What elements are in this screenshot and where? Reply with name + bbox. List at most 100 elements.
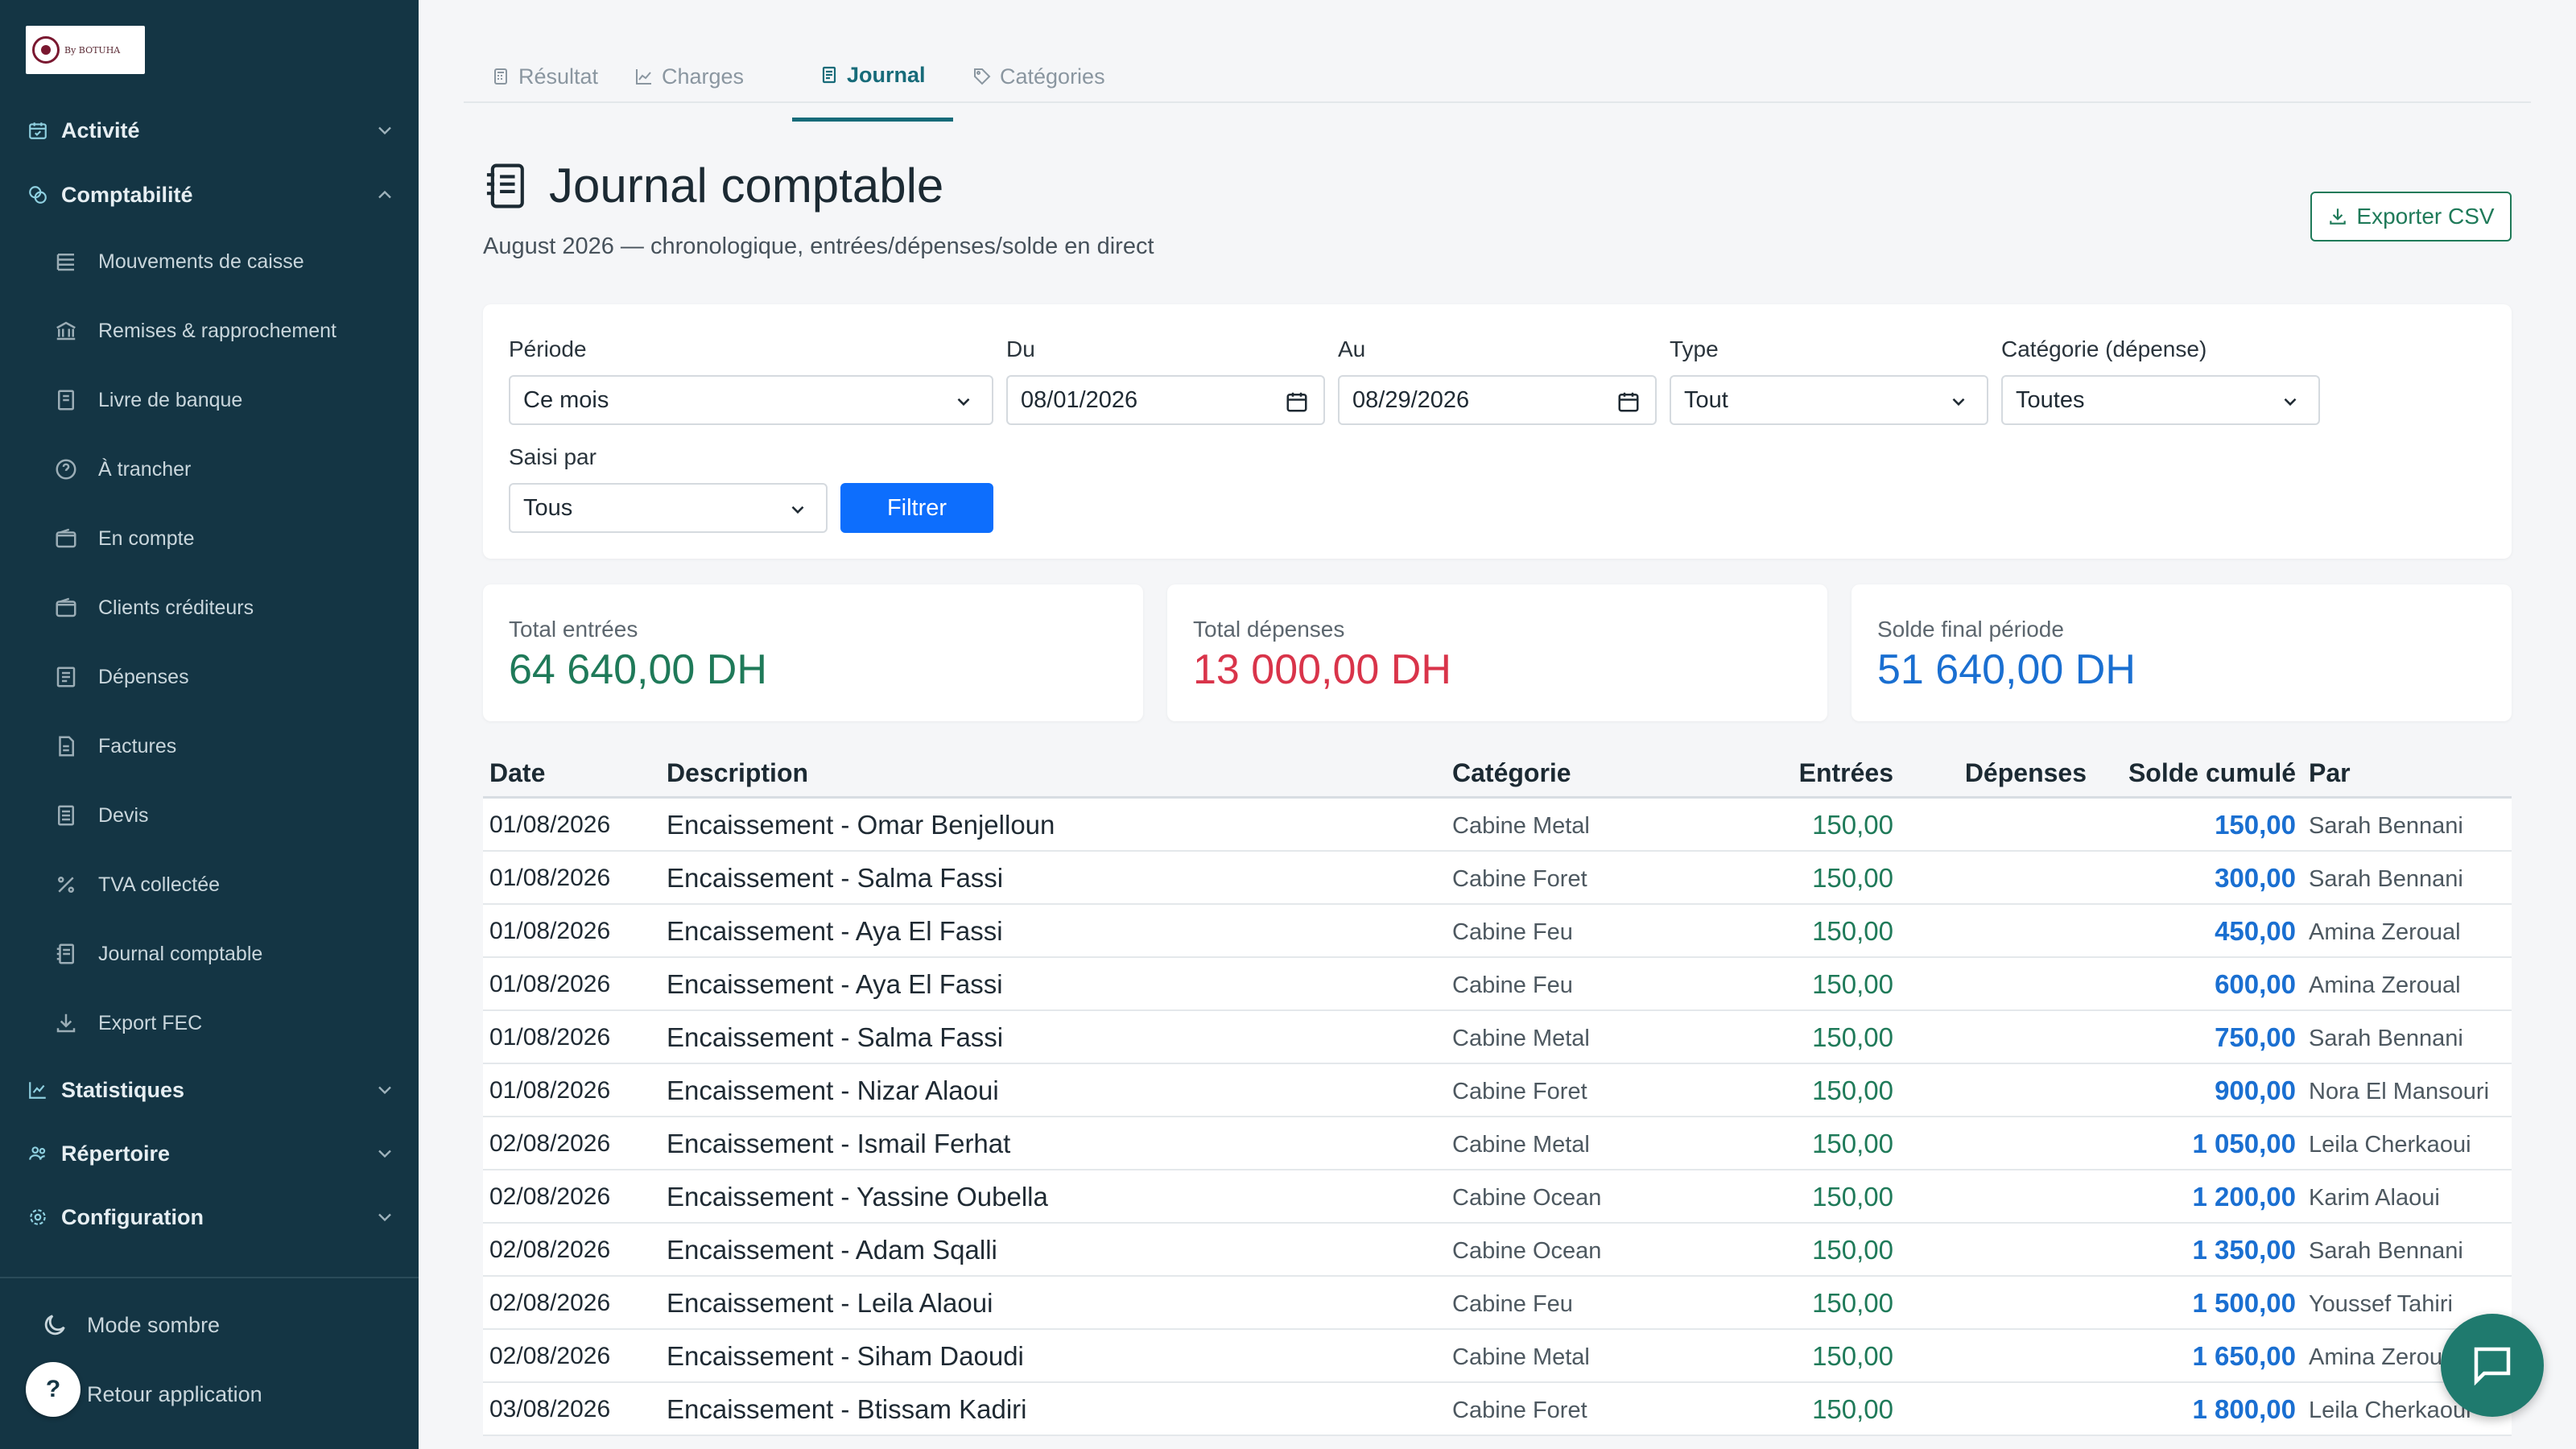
column-header-category[interactable]: Catégorie [1452,758,1571,787]
sidebar-item-devis[interactable]: Devis [53,793,391,838]
from-date-input[interactable]: 08/01/2026 [1006,375,1325,425]
sidebar-item-clients-crediteurs[interactable]: Clients créditeurs [53,585,391,630]
table-row[interactable]: 01/08/2026 Encaissement - Salma Fassi Cabi… [483,852,2512,905]
nav-section-statistiques[interactable]: Statistiques [26,1067,396,1113]
cell-income: 150,00 [1812,1394,1893,1424]
cell-date: 01/08/2026 [489,865,611,891]
sidebar-item-en-compte[interactable]: En compte [53,516,391,561]
sidebar-item-factures[interactable]: Factures [53,724,391,769]
table-row[interactable]: 01/08/2026 Encaissement - Aya El Fassi Cab… [483,958,2512,1011]
cell-balance: 1 200,00 [2192,1182,2296,1212]
table-row[interactable]: 01/08/2026 Encaissement - Salma Fassi Cabi… [483,1011,2512,1064]
sidebar-item-tva-collectee[interactable]: TVA collectée [53,862,391,907]
period-select[interactable]: Ce mois [509,375,993,425]
sidebar-item-depenses[interactable]: Dépenses [53,654,391,700]
table-row[interactable]: 02/08/2026 Encaissement - Yassine Oubella… [483,1170,2512,1224]
sidebar-item-export-fec[interactable]: Export FEC [53,1001,391,1046]
column-header-income[interactable]: Entrées [1798,758,1893,787]
chevron-down-icon [791,506,804,514]
sidebar-item-livre-banque[interactable]: Livre de banque [53,378,391,423]
table-row[interactable]: 01/08/2026 Encaissement - Nizar Alaoui Cab… [483,1064,2512,1117]
nav-section-repertoire[interactable]: Répertoire [26,1131,396,1176]
sidebar-item-mouvements-caisse[interactable]: Mouvements de caisse [53,239,391,284]
column-header-description[interactable]: Description [667,758,809,787]
cell-income: 150,00 [1812,1288,1893,1318]
tab-charges[interactable]: Charges [607,52,771,101]
sidebar-item-journal-comptable[interactable]: Journal comptable [53,931,391,976]
filter-button[interactable]: Filtrer [840,483,993,533]
table-row[interactable]: 01/08/2026 Encaissement - Aya El Fassi Cab… [483,905,2512,958]
sidebar-item-label: Livre de banque [98,388,243,411]
cell-description: Encaissement - Ismail Ferhat [667,1129,1011,1158]
cell-description: Encaissement - Adam Sqalli [667,1235,997,1265]
entered-by-label: Saisi par [509,444,597,469]
cell-category: Cabine Metal [1452,1132,1590,1158]
entered-by-select[interactable]: Tous [509,483,828,533]
cell-balance: 1 350,00 [2192,1235,2296,1265]
calendar-icon[interactable] [1285,390,1309,414]
column-header-date[interactable]: Date [489,758,546,787]
table-row[interactable]: 02/08/2026 Encaissement - Ismail Ferhat Ca… [483,1117,2512,1170]
tab-label: Résultat [518,64,599,89]
cell-balance: 750,00 [2215,1022,2296,1052]
tab-categories[interactable]: Catégories [945,52,1133,101]
cell-date: 02/08/2026 [489,1343,611,1369]
sidebar-item-label: Journal comptable [98,942,263,965]
download-icon [53,1010,79,1036]
category-select[interactable]: Toutes [2001,375,2320,425]
export-csv-label: Exporter CSV [2356,204,2495,229]
nav-section-configuration[interactable]: Configuration [26,1195,396,1240]
cell-category: Cabine Feu [1452,1291,1573,1317]
cell-date: 02/08/2026 [489,1183,611,1210]
cell-balance: 1 500,00 [2192,1288,2296,1318]
cell-date: 01/08/2026 [489,811,611,838]
sidebar-item-remises[interactable]: Remises & rapprochement [53,308,391,353]
back-to-app-link[interactable]: Retour application [39,1372,262,1417]
cell-balance: 600,00 [2215,969,2296,999]
tab-label: Charges [662,64,745,89]
sidebar-item-a-trancher[interactable]: À trancher [53,447,391,492]
column-header-by[interactable]: Par [2309,758,2351,787]
table-row[interactable]: 03/08/2026 Encaissement - Btissam Kadiri C… [483,1383,2512,1436]
sidebar-item-label: Dépenses [98,665,189,688]
help-button[interactable]: ? [26,1362,80,1417]
wallet-icon [53,526,79,551]
type-select[interactable]: Tout [1670,375,1988,425]
type-value: Tout [1684,386,1728,413]
brand-logo[interactable]: By BOTUHA [26,26,145,74]
cell-category: Cabine Metal [1452,813,1590,839]
coins-icon [26,183,50,207]
chevron-down-icon [1952,398,1965,407]
page-subtitle: August 2026 — chronologique, entrées/dép… [483,233,1154,259]
nav-section-label: Comptabilité [61,182,193,207]
cell-by: Sarah Bennani [2309,866,2463,892]
chevron-down-icon [957,398,970,407]
table-row[interactable]: 02/08/2026 Encaissement - Leila Alaoui Cab… [483,1277,2512,1330]
cell-date: 01/08/2026 [489,1077,611,1104]
wallet-icon [53,595,79,621]
calendar-icon[interactable] [1616,390,1641,414]
tab-resultat[interactable]: Résultat [464,52,625,101]
cell-balance: 1 800,00 [2192,1394,2296,1424]
nav-section-activite[interactable]: Activité [26,108,396,153]
sidebar-item-label: En compte [98,526,195,550]
table-row[interactable]: 02/08/2026 Encaissement - Siham Daoudi Cab… [483,1330,2512,1383]
balance-value: 51 640,00 DH [1877,646,2136,693]
chevron-down-icon [378,126,391,135]
cell-balance: 1 650,00 [2192,1341,2296,1371]
table-row[interactable]: 01/08/2026 Encaissement - Omar Benjelloun… [483,799,2512,852]
nav-section-comptabilite[interactable]: Comptabilité [26,172,396,217]
cell-income: 150,00 [1812,1182,1893,1212]
to-date-input[interactable]: 08/29/2026 [1338,375,1657,425]
dark-mode-toggle[interactable]: Mode sombre [39,1302,220,1348]
tab-label: Catégories [1000,64,1105,89]
cell-date: 01/08/2026 [489,1024,611,1051]
column-header-balance[interactable]: Solde cumulé [2128,758,2296,787]
table-row[interactable]: 02/08/2026 Encaissement - Adam Sqalli Cabi… [483,1224,2512,1277]
to-label: Au [1338,336,1366,361]
export-csv-button[interactable]: Exporter CSV [2310,192,2512,242]
tab-journal[interactable]: Journal [792,52,953,122]
column-header-expense[interactable]: Dépenses [1964,758,2087,787]
cell-category: Cabine Foret [1452,866,1587,892]
chat-button[interactable] [2441,1314,2544,1417]
